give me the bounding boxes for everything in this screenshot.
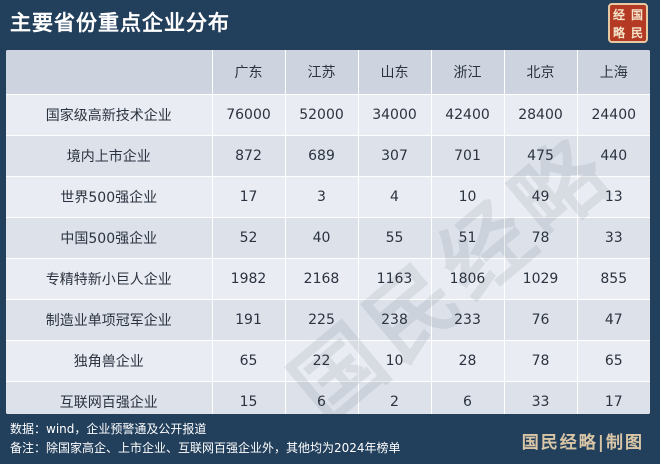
table-cell: 701 [430,135,504,177]
table-cell: 1806 [430,258,504,300]
seal-char: 民 [630,25,643,40]
row-label: 中国500强企业 [6,217,212,259]
table-cell: 28400 [503,94,577,136]
table-cell: 1163 [357,258,431,300]
table-cell: 78 [503,217,577,259]
enterprise-distribution-table: 广东 江苏 山东 浙江 北京 上海 国家级高新技术企业 76000 52000 340… [6,50,650,414]
column-header: 江苏 [284,50,358,95]
table-cell: 475 [503,135,577,177]
header-corner-cell [6,50,212,95]
table-cell: 51 [430,217,504,259]
table-cell: 52000 [284,94,358,136]
row-label: 国家级高新技术企业 [6,94,212,136]
table-row: 境内上市企业 872 689 307 701 475 440 [6,135,650,177]
table-cell: 65 [576,340,650,382]
table-cell: 238 [357,299,431,341]
row-label: 世界500强企业 [6,176,212,218]
column-header: 上海 [576,50,650,95]
table-cell: 13 [576,176,650,218]
column-header: 北京 [503,50,577,95]
enterprise-table-container: 广东 江苏 山东 浙江 北京 上海 国家级高新技术企业 76000 52000 340… [6,50,650,414]
table-row: 专精特新小巨人企业 1982 2168 1163 1806 1029 855 [6,258,650,300]
row-label: 制造业单项冠军企业 [6,299,212,341]
table-row: 互联网百强企业 15 6 2 6 33 17 [6,381,650,414]
table-cell: 34000 [357,94,431,136]
seal-char: 国 [630,7,643,22]
table-cell: 10 [357,340,431,382]
table-cell: 22 [284,340,358,382]
table-cell: 55 [357,217,431,259]
table-cell: 191 [211,299,285,341]
footer-source: 数据：wind，企业预警通及公开报道 [10,422,207,436]
seal-char: 经 [612,7,625,22]
table-cell: 2168 [284,258,358,300]
table-cell: 78 [503,340,577,382]
table-row: 中国500强企业 52 40 55 51 78 33 [6,217,650,259]
table-cell: 33 [503,381,577,414]
table-cell: 872 [211,135,285,177]
table-cell: 4 [357,176,431,218]
footer-note: 备注：除国家高企、上市企业、互联网百强企业外，其他均为2024年榜单 [10,441,401,455]
row-label: 互联网百强企业 [6,381,212,414]
table-cell: 40 [284,217,358,259]
table-cell: 225 [284,299,358,341]
table-cell: 42400 [430,94,504,136]
table-cell: 233 [430,299,504,341]
table-cell: 52 [211,217,285,259]
table-cell: 6 [284,381,358,414]
table-cell: 28 [430,340,504,382]
table-row: 独角兽企业 65 22 10 28 78 65 [6,340,650,382]
table-cell: 855 [576,258,650,300]
table-cell: 49 [503,176,577,218]
table-cell: 65 [211,340,285,382]
table-cell: 307 [357,135,431,177]
table-cell: 3 [284,176,358,218]
row-label: 专精特新小巨人企业 [6,258,212,300]
table-cell: 440 [576,135,650,177]
column-header: 山东 [357,50,431,95]
table-cell: 6 [430,381,504,414]
table-cell: 10 [430,176,504,218]
row-label: 境内上市企业 [6,135,212,177]
table-cell: 689 [284,135,358,177]
table-cell: 2 [357,381,431,414]
table-cell: 1982 [211,258,285,300]
table-header-row: 广东 江苏 山东 浙江 北京 上海 [6,50,650,95]
table-cell: 76 [503,299,577,341]
table-row: 制造业单项冠军企业 191 225 238 233 76 47 [6,299,650,341]
brand-credit: 国民经略|制图 [521,433,644,453]
table-cell: 1029 [503,258,577,300]
table-cell: 33 [576,217,650,259]
table-cell: 15 [211,381,285,414]
table-cell: 24400 [576,94,650,136]
brand-seal-logo: 经 国 略 民 [608,3,648,43]
table-row: 世界500强企业 17 3 4 10 49 13 [6,176,650,218]
row-label: 独角兽企业 [6,340,212,382]
table-row: 国家级高新技术企业 76000 52000 34000 42400 28400 24400 [6,94,650,136]
table-cell: 76000 [211,94,285,136]
page-title: 主要省份重点企业分布 [10,11,230,35]
table-cell: 17 [576,381,650,414]
column-header: 广东 [211,50,285,95]
seal-char: 略 [612,25,625,40]
table-cell: 17 [211,176,285,218]
column-header: 浙江 [430,50,504,95]
table-cell: 47 [576,299,650,341]
